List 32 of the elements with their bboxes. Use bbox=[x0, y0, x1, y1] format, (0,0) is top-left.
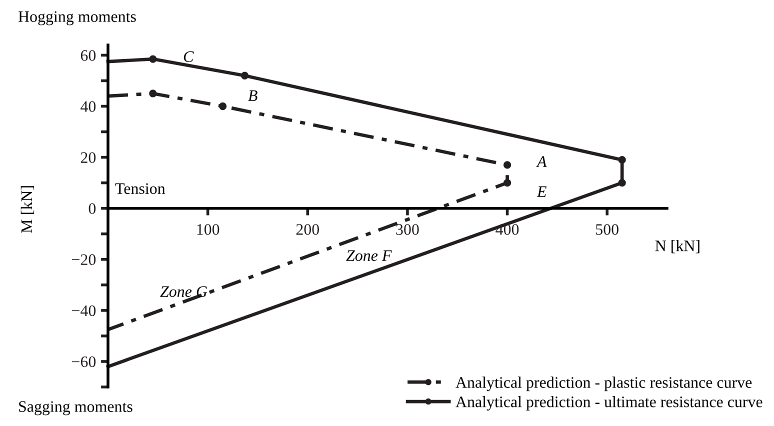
x-tick-label: 100 bbox=[197, 224, 220, 235]
x-tick-label: 200 bbox=[296, 224, 320, 235]
legend-label: Analytical prediction - ultimate resistance curve bbox=[456, 396, 762, 411]
y-tick-label: 40 bbox=[80, 101, 96, 112]
annotation: Zone F bbox=[346, 250, 392, 261]
y-tick-label: −20 bbox=[72, 254, 96, 266]
point bbox=[503, 161, 512, 169]
annotation: E bbox=[536, 186, 546, 197]
x-tick-label: 300 bbox=[396, 224, 419, 235]
point bbox=[149, 90, 157, 98]
annotation: B bbox=[248, 90, 258, 101]
annotation: A bbox=[536, 156, 547, 167]
y-tick-label: −60 bbox=[72, 356, 96, 368]
y-axis-title: M [kN] bbox=[20, 186, 34, 233]
point bbox=[240, 72, 249, 80]
point bbox=[618, 156, 626, 164]
text: Sagging moments bbox=[19, 401, 132, 416]
y-tick-label: 0 bbox=[88, 203, 96, 214]
x-axis-title: N [kN] bbox=[655, 240, 700, 254]
point bbox=[149, 55, 157, 63]
y-tick-label: −40 bbox=[72, 305, 96, 316]
point bbox=[503, 179, 512, 187]
legend-label: Analytical prediction - plastic resistance curve bbox=[456, 376, 752, 392]
point bbox=[618, 179, 626, 187]
x-tick-label: 500 bbox=[596, 224, 618, 235]
annotation: Zone G bbox=[160, 286, 208, 297]
point bbox=[218, 102, 227, 110]
text: Hogging moments bbox=[18, 11, 136, 26]
annotation: C bbox=[184, 51, 194, 62]
annotation: Tension bbox=[115, 183, 166, 194]
y-tick-label: 20 bbox=[80, 152, 96, 163]
y-tick-label: 60 bbox=[80, 50, 96, 61]
